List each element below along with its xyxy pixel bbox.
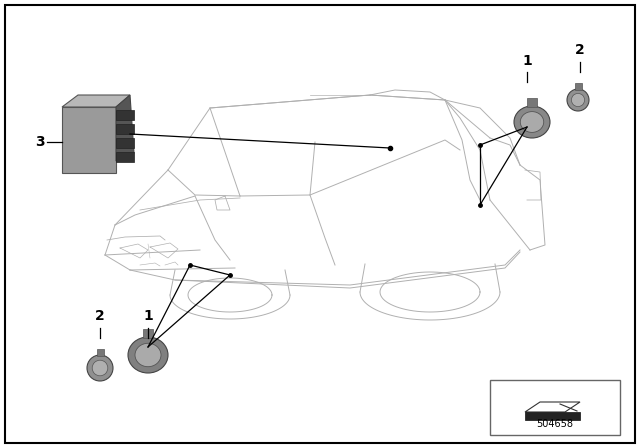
Text: 2: 2 [575,43,585,57]
Polygon shape [116,95,134,161]
Bar [62,107,116,173]
Text: 3: 3 [35,135,45,149]
Bar [525,412,580,420]
Bar [116,124,134,134]
Ellipse shape [514,106,550,138]
Text: 2: 2 [95,309,105,323]
Bar [490,380,620,435]
Bar [116,138,134,148]
Ellipse shape [520,112,544,133]
Bar [116,152,134,162]
Bar [527,98,537,107]
Text: 1: 1 [143,309,153,323]
Polygon shape [525,402,580,412]
Ellipse shape [567,89,589,111]
Ellipse shape [572,93,584,107]
Text: 1: 1 [522,54,532,68]
Bar [575,83,582,90]
Bar [116,110,134,120]
Ellipse shape [87,355,113,381]
Bar [97,349,104,356]
Bar [143,329,153,338]
Ellipse shape [128,337,168,373]
Text: 504658: 504658 [536,419,573,429]
Ellipse shape [135,343,161,367]
Ellipse shape [92,360,108,376]
Polygon shape [62,95,130,107]
